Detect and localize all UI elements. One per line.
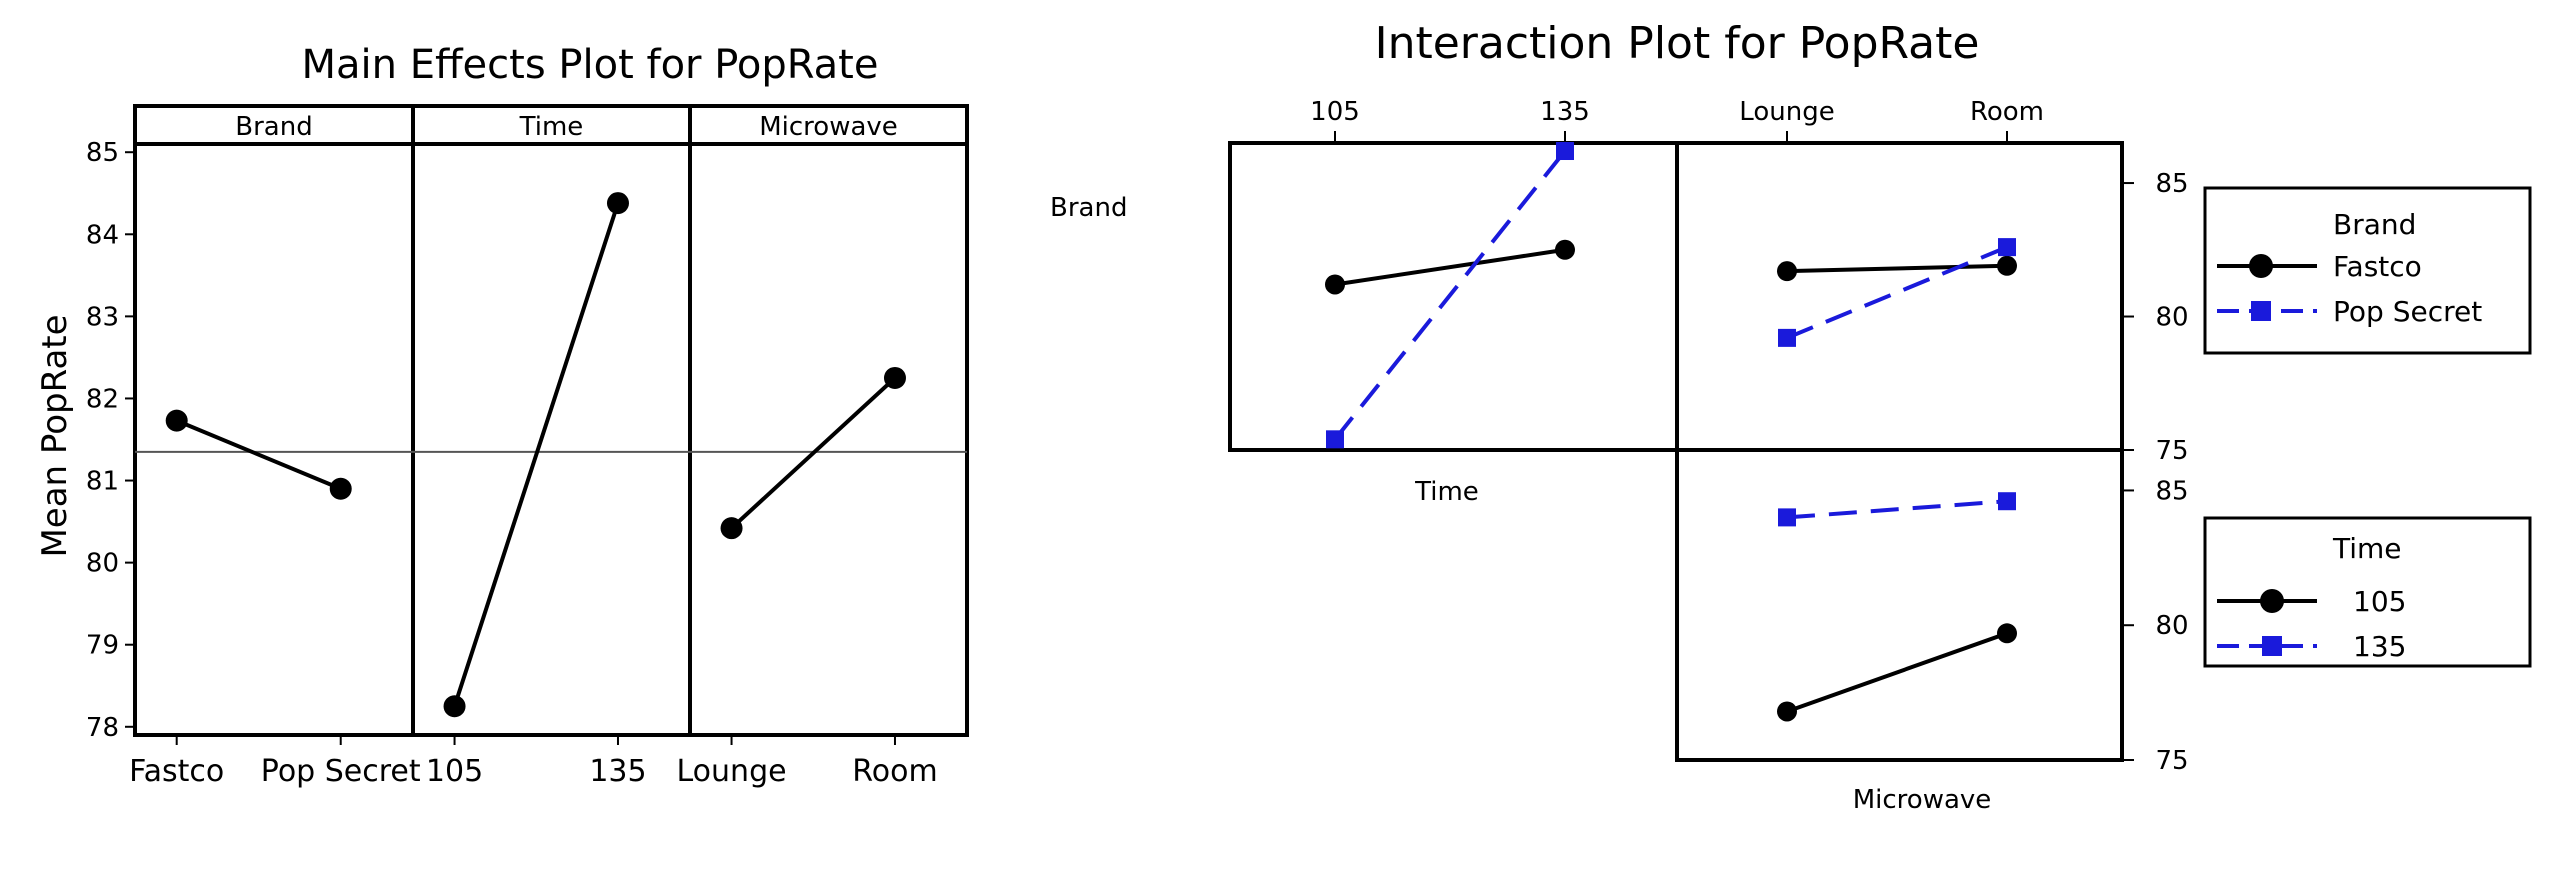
interaction-top-label-135: 135	[1540, 97, 1590, 127]
main-effects-point-135	[606, 192, 629, 215]
main-effects-y-tick-label: 78	[86, 713, 119, 743]
interaction-legend-label-135: 135	[2353, 630, 2406, 663]
interaction-top-tick-labels: 105 135 Lounge Room	[1310, 97, 2044, 143]
main-effects-plot-frame	[133, 142, 969, 737]
interaction-legend-label-fastco: Fastco	[2333, 250, 2422, 283]
main-effects-strip-microwave: Microwave	[759, 112, 898, 142]
interaction-line-brand-by-microwave-fastco	[1786, 263, 2008, 274]
interaction-point-time-by-microwave-135-room	[1998, 492, 2016, 511]
main-effects-point-room	[883, 366, 906, 389]
main-effects-category-135: 135	[589, 754, 646, 789]
interaction-legend-marker-135	[2262, 636, 2282, 656]
interaction-panel-brand-by-time-frame	[1228, 141, 1679, 452]
interaction-panel-time-by-microwave-frame	[1675, 448, 2124, 762]
interaction-plot: Interaction Plot for PopRate Brand Time …	[1050, 18, 2532, 815]
interaction-point-time-by-microwave-135-lounge	[1778, 508, 1796, 527]
interaction-legend-box	[2203, 516, 2532, 668]
main-effects-line-brand	[175, 418, 342, 491]
interaction-y-ticks: 75 80 85 75 80 85	[2122, 169, 2189, 776]
interaction-legend-marker-fastco	[2249, 254, 2273, 278]
main-effects-line-time	[452, 202, 620, 707]
interaction-line-brand-by-time-pop-secret	[1333, 149, 1567, 441]
interaction-point-brand-by-microwave-fastco-lounge	[1777, 261, 1797, 282]
interaction-legend-marker-pop-secret	[2251, 301, 2271, 321]
main-effects-y-tick-label: 81	[86, 467, 119, 497]
main-effects-point-105	[443, 695, 466, 718]
main-effects-plot: Main Effects Plot for PopRate Mean PopRa…	[35, 42, 969, 789]
interaction-point-brand-by-microwave-pop-secret-room	[1998, 238, 2016, 257]
main-effects-y-tick-label: 83	[86, 302, 119, 332]
interaction-line-brand-by-microwave-pop-secret	[1786, 245, 2008, 340]
interaction-top-label-lounge: Lounge	[1739, 97, 1834, 127]
interaction-y-tick-label-row1: 85	[2155, 169, 2188, 199]
main-effects-y-tick-label: 85	[86, 138, 119, 168]
interaction-point-brand-by-microwave-pop-secret-lounge	[1778, 328, 1796, 347]
interaction-legend-title: Time	[2332, 532, 2402, 565]
main-effects-category-fastco: Fastco	[129, 754, 224, 789]
interaction-x-axis-label-time: Time	[1414, 477, 1479, 507]
main-effects-strip-time: Time	[519, 112, 584, 142]
main-effects-category-room: Room	[852, 754, 937, 789]
main-effects-point-pop-secret	[329, 477, 352, 500]
interaction-y-tick-label-row2: 80	[2155, 611, 2188, 641]
main-effects-category-105: 105	[426, 754, 483, 789]
interaction-lines	[1325, 142, 2017, 722]
interaction-point-time-by-microwave-105-lounge	[1777, 701, 1797, 722]
interaction-point-brand-by-microwave-fastco-room	[1997, 255, 2017, 276]
interaction-legend-time: Time 105 135	[2203, 516, 2532, 668]
main-effects-title: Main Effects Plot for PopRate	[302, 42, 879, 88]
main-effects-y-tick-label: 84	[86, 220, 119, 250]
main-effects-lines	[165, 192, 906, 745]
main-effects-y-tick-label: 79	[86, 631, 119, 661]
interaction-frame	[1228, 141, 2124, 762]
interaction-panel-brand-by-microwave-frame	[1675, 141, 2124, 452]
main-effects-point-fastco	[165, 409, 188, 432]
interaction-legends: Brand Fastco Pop Secret Time 105 135	[2203, 186, 2532, 668]
interaction-point-time-by-microwave-105-room	[1997, 623, 2017, 644]
main-effects-category-lounge: Lounge	[677, 754, 787, 789]
interaction-line-time-by-microwave-105	[1786, 631, 2008, 714]
main-effects-y-tick-label: 82	[86, 384, 119, 414]
main-effects-point-lounge	[720, 517, 743, 540]
interaction-legend-label-pop-secret: Pop Secret	[2333, 295, 2482, 328]
interaction-point-brand-by-time-fastco-105	[1325, 274, 1345, 295]
main-effects-strip-labels: Brand Time Microwave	[235, 112, 898, 142]
main-effects-strip-brand: Brand	[235, 112, 312, 142]
interaction-x-axis-label-microwave: Microwave	[1853, 785, 1992, 815]
main-effects-line-microwave	[730, 376, 897, 530]
interaction-title: Interaction Plot for PopRate	[1375, 18, 1980, 69]
main-effects-y-ticks: 78 79 80 81 82 83 84 85	[86, 138, 135, 743]
interaction-top-label-105: 105	[1310, 97, 1360, 127]
main-effects-category-pop-secret: Pop Secret	[261, 754, 421, 789]
interaction-point-brand-by-time-pop-secret-105	[1326, 430, 1344, 449]
interaction-legend-title: Brand	[2333, 208, 2416, 241]
interaction-legend-marker-105	[2260, 589, 2284, 613]
interaction-row-factor-label: Brand	[1050, 193, 1127, 223]
interaction-point-brand-by-time-fastco-135	[1555, 239, 1575, 260]
interaction-y-tick-label-row2: 75	[2155, 746, 2188, 776]
main-effects-y-tick-label: 80	[86, 549, 119, 579]
interaction-line-time-by-microwave-135	[1786, 499, 2008, 520]
interaction-y-tick-label-row1: 75	[2155, 436, 2188, 466]
main-effects-frame	[133, 104, 969, 737]
interaction-y-tick-label-row2: 85	[2155, 476, 2188, 506]
main-effects-y-axis-label: Mean PopRate	[35, 314, 75, 557]
interaction-line-brand-by-time-fastco	[1334, 247, 1566, 287]
interaction-legend-brand: Brand Fastco Pop Secret	[2203, 186, 2532, 355]
interaction-point-brand-by-time-pop-secret-135	[1556, 142, 1574, 161]
main-effects-category-labels: Fastco Pop Secret 105 135 Lounge Room	[129, 754, 938, 789]
interaction-legend-label-105: 105	[2353, 585, 2406, 618]
interaction-y-tick-label-row1: 80	[2155, 303, 2188, 333]
interaction-top-label-room: Room	[1970, 97, 2044, 127]
